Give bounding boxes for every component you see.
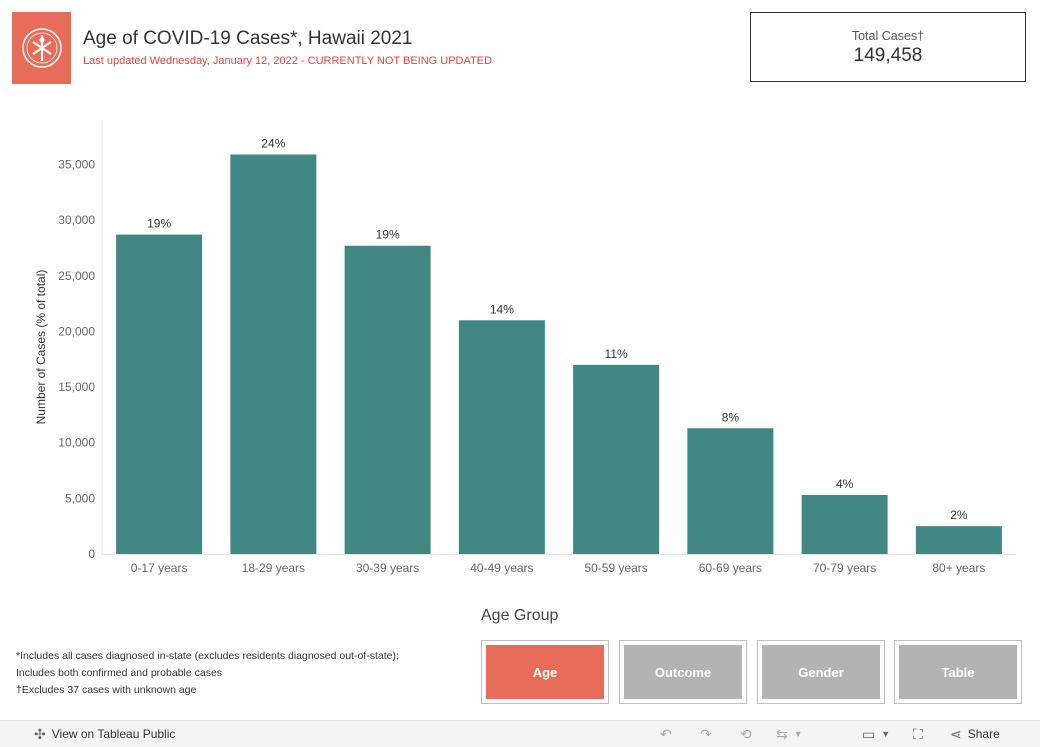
tab-gender[interactable]: Gender: [762, 645, 880, 699]
refresh-icon: ⇆: [776, 726, 788, 742]
tab-outcome-frame: Outcome: [619, 640, 747, 704]
undo-icon: ↶: [660, 726, 672, 742]
bar: [687, 428, 774, 554]
share-button[interactable]: ⋖ Share: [950, 727, 1000, 741]
y-tick-label: 30,000: [58, 213, 95, 227]
tab-table[interactable]: Table: [899, 645, 1017, 699]
y-tick-label: 25,000: [58, 269, 95, 283]
y-tick-label: 15,000: [58, 380, 95, 394]
y-tick-label: 5,000: [65, 491, 95, 505]
footnote-line-1: *Includes all cases diagnosed in-state (…: [16, 650, 399, 662]
bar: [458, 320, 545, 554]
monitor-icon: ▭: [862, 726, 876, 742]
undo-button[interactable]: ↶: [660, 727, 672, 741]
x-tick-label: 50-59 years: [584, 561, 647, 575]
tableau-toolbar: ✣ View on Tableau Public ↶ ↷ ⟲ ⇆ ▼ ▭ ▼ ⛶…: [0, 720, 1040, 747]
bar: [116, 234, 203, 554]
revert-icon: ⟲: [740, 726, 752, 742]
x-tick-label: 60-69 years: [699, 561, 762, 575]
y-axis-label: Number of Cases (% of total): [34, 270, 48, 425]
bar-data-label: 24%: [261, 136, 285, 150]
share-icon: ⋖: [950, 726, 962, 742]
bar-data-label: 19%: [147, 217, 171, 231]
x-tick-label: 18-29 years: [242, 561, 305, 575]
share-label: Share: [967, 727, 1000, 741]
redo-button[interactable]: ↷: [700, 727, 712, 741]
device-preview-button[interactable]: ▭ ▼: [862, 727, 890, 741]
total-cases-value: 149,458: [853, 45, 923, 66]
x-tick-label: 40-49 years: [470, 561, 533, 575]
fullscreen-button[interactable]: ⛶: [913, 727, 923, 741]
bar: [344, 245, 431, 554]
age-group-selector-title: Age Group: [481, 607, 559, 624]
x-tick-label: 0-17 years: [131, 561, 188, 575]
view-on-tableau-label: View on Tableau Public: [51, 727, 176, 741]
fullscreen-icon: ⛶: [913, 726, 923, 742]
age-bar-chart: 0 5,000 10,000 15,000 20,000 25,000 30,000 35,0…: [34, 120, 1016, 575]
total-cases-label: Total Cases†: [851, 29, 925, 43]
refresh-button[interactable]: ⇆ ▼: [776, 727, 803, 741]
bar-data-label: 11%: [605, 347, 628, 361]
last-updated-note: Last updated Wednesday, January 12, 2022…: [83, 55, 493, 67]
tab-table-frame: Table: [894, 640, 1022, 704]
chevron-down-icon: ▼: [881, 729, 891, 739]
revert-button[interactable]: ⟲: [740, 727, 752, 741]
page-title: Age of COVID-19 Cases*, Hawaii 2021: [83, 28, 413, 49]
footnote-line-3: †Excludes 37 cases with unknown age: [16, 684, 197, 696]
x-tick-label: 30-39 years: [356, 561, 419, 575]
view-on-tableau-link[interactable]: ✣ View on Tableau Public: [34, 727, 175, 741]
chevron-down-icon: ▼: [793, 729, 803, 739]
total-cases-card: Total Cases† 149,458: [750, 12, 1026, 82]
redo-icon: ↷: [700, 726, 712, 742]
y-tick-label: 20,000: [58, 324, 95, 338]
bar: [230, 154, 317, 554]
bar-data-label: 4%: [836, 477, 854, 491]
footnote-line-2: Includes both confirmed and probable cas…: [16, 667, 223, 679]
footnotes: *Includes all cases diagnosed in-state (…: [16, 648, 399, 699]
bar: [573, 364, 660, 554]
tab-outcome[interactable]: Outcome: [624, 645, 742, 699]
bar-data-label: 8%: [722, 410, 740, 424]
tab-age-frame: Age: [481, 640, 609, 704]
y-tick-label: 10,000: [58, 436, 95, 450]
bar-data-label: 2%: [950, 508, 968, 522]
x-tick-label: 70-79 years: [813, 561, 876, 575]
bar: [801, 495, 888, 554]
tab-age[interactable]: Age: [486, 645, 604, 699]
bar-data-label: 19%: [376, 228, 400, 242]
bar: [915, 526, 1002, 554]
tableau-logo-icon: ✣: [34, 726, 46, 742]
y-tick-label: 35,000: [58, 158, 95, 172]
x-tick-label: 80+ years: [932, 561, 985, 575]
y-tick-label: 0: [88, 547, 95, 561]
bar-data-label: 14%: [490, 302, 514, 316]
tab-gender-frame: Gender: [757, 640, 885, 704]
department-of-health-logo: [12, 12, 71, 84]
